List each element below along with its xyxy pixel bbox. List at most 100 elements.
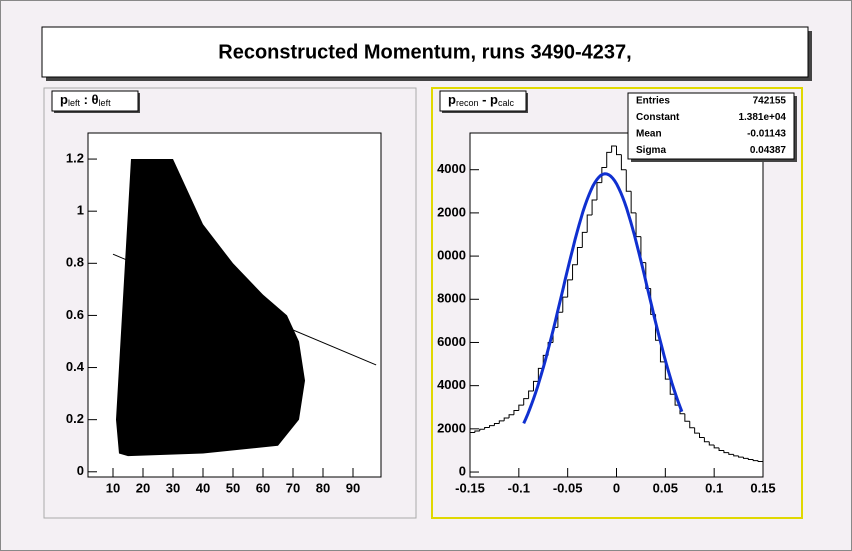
fit-line <box>112 253 377 366</box>
histogram-bin <box>606 151 612 168</box>
histogram-bin <box>611 145 617 153</box>
y-tick-label: 0 <box>77 463 84 478</box>
histogram-bin <box>532 380 539 392</box>
subscript: left <box>99 98 112 108</box>
histogram-bin <box>518 404 524 411</box>
histogram-bin <box>586 214 593 233</box>
histogram-bin <box>625 169 632 192</box>
x-tick-label: 0.15 <box>750 480 775 495</box>
histogram-bin <box>489 425 495 428</box>
stats-value: 742155 <box>753 96 787 107</box>
histogram-bin <box>616 145 622 156</box>
x-tick-label: 0 <box>613 480 620 495</box>
x-tick-label: -0.1 <box>508 480 530 495</box>
pad-title-box <box>51 90 139 112</box>
histogram-bin <box>757 460 763 462</box>
y-tick-label: 4000 <box>437 161 466 176</box>
histogram-bin <box>699 433 705 438</box>
scatter-density-region <box>115 159 306 457</box>
title-box <box>41 26 809 78</box>
pad-title: pleft : θleft <box>60 92 111 108</box>
histogram-bin <box>620 154 627 171</box>
x-tick-label: 10 <box>106 480 120 495</box>
histogram-bin <box>493 422 500 426</box>
histogram-bin <box>576 246 583 265</box>
x-tick-label: 40 <box>196 480 210 495</box>
x-tick-label: 30 <box>166 480 180 495</box>
title-text: p <box>448 92 456 107</box>
y-tick-label: 1 <box>77 203 84 218</box>
x-tick-label: 50 <box>226 480 240 495</box>
histogram-bin <box>498 420 505 424</box>
histogram-bin <box>591 199 597 216</box>
subscript: left <box>68 98 81 108</box>
plot-right: precon - pcalc Entries 742155 Constant 1.381… <box>437 90 797 495</box>
histogram-bin <box>572 264 578 280</box>
histogram-bin <box>664 361 671 380</box>
histogram-bin <box>508 414 514 419</box>
histogram-bin <box>738 455 744 458</box>
x-tick-label: -0.05 <box>553 480 583 495</box>
subscript: calc <box>498 98 515 108</box>
y-tick-label: 6000 <box>437 334 466 349</box>
y-tick-label: 0.8 <box>66 255 84 270</box>
histogram-bin <box>694 427 700 434</box>
stats-value: -0.01143 <box>747 129 786 140</box>
histogram-bin <box>747 458 754 461</box>
histogram-bin <box>601 167 607 183</box>
stats-label: Sigma <box>636 145 666 156</box>
subscript: recon <box>456 98 479 108</box>
x-tick-label: 90 <box>346 480 360 495</box>
x-tick-label: 80 <box>316 480 330 495</box>
x-tick-label: 60 <box>256 480 270 495</box>
histogram-bin <box>562 296 568 313</box>
histogram-bin <box>728 452 734 455</box>
y-tick-label: 4000 <box>437 377 466 392</box>
histogram-bin <box>567 279 573 298</box>
stats-label: Entries <box>636 96 670 107</box>
histogram-bin <box>596 182 602 200</box>
x-tick-label: 20 <box>136 480 150 495</box>
stats-value: 1.381e+04 <box>738 112 786 123</box>
histogram-bin <box>669 379 676 395</box>
title-text: : θ <box>80 92 99 107</box>
histogram-bin <box>718 447 724 451</box>
histogram-bin <box>513 409 519 415</box>
histogram-bin <box>469 432 475 473</box>
x-tick-label: 0.1 <box>705 480 723 495</box>
histogram-bin <box>523 398 529 406</box>
histogram-bin <box>528 390 534 399</box>
y-tick-label: 0 <box>459 463 466 478</box>
histogram-bin <box>689 421 695 429</box>
histogram-bin <box>503 417 510 421</box>
x-tick-label: -0.15 <box>455 480 485 495</box>
histogram-bin <box>708 441 715 446</box>
y-tick-label: 0000 <box>437 248 466 263</box>
y-tick-label: 2000 <box>437 420 466 435</box>
title-text: - p <box>478 92 498 107</box>
y-tick-label: 0.6 <box>66 307 84 322</box>
pad-title-box <box>439 90 527 112</box>
histogram-bin <box>479 428 485 432</box>
histogram-bin <box>752 459 759 462</box>
histogram-bin <box>581 231 588 248</box>
title: Reconstructed Momentum, runs 3490-4237, <box>218 41 631 63</box>
histogram-bin <box>723 450 729 454</box>
histogram-bin <box>733 454 739 457</box>
plot-frame <box>469 132 764 478</box>
x-tick-label: 0.05 <box>653 480 678 495</box>
y-tick-label: 2000 <box>437 204 466 219</box>
histogram-bin <box>713 445 720 449</box>
pad-title: precon - pcalc <box>448 92 514 108</box>
title-text: p <box>60 92 68 107</box>
histogram-bin <box>484 427 490 430</box>
histogram-bin <box>742 457 749 459</box>
histogram-bin <box>474 430 480 433</box>
y-tick-label: 1.2 <box>66 150 84 165</box>
stats-label: Constant <box>636 112 680 123</box>
y-tick-label: 0.4 <box>66 359 85 374</box>
gaussian-fit <box>522 172 684 425</box>
histogram-bin <box>684 413 690 422</box>
